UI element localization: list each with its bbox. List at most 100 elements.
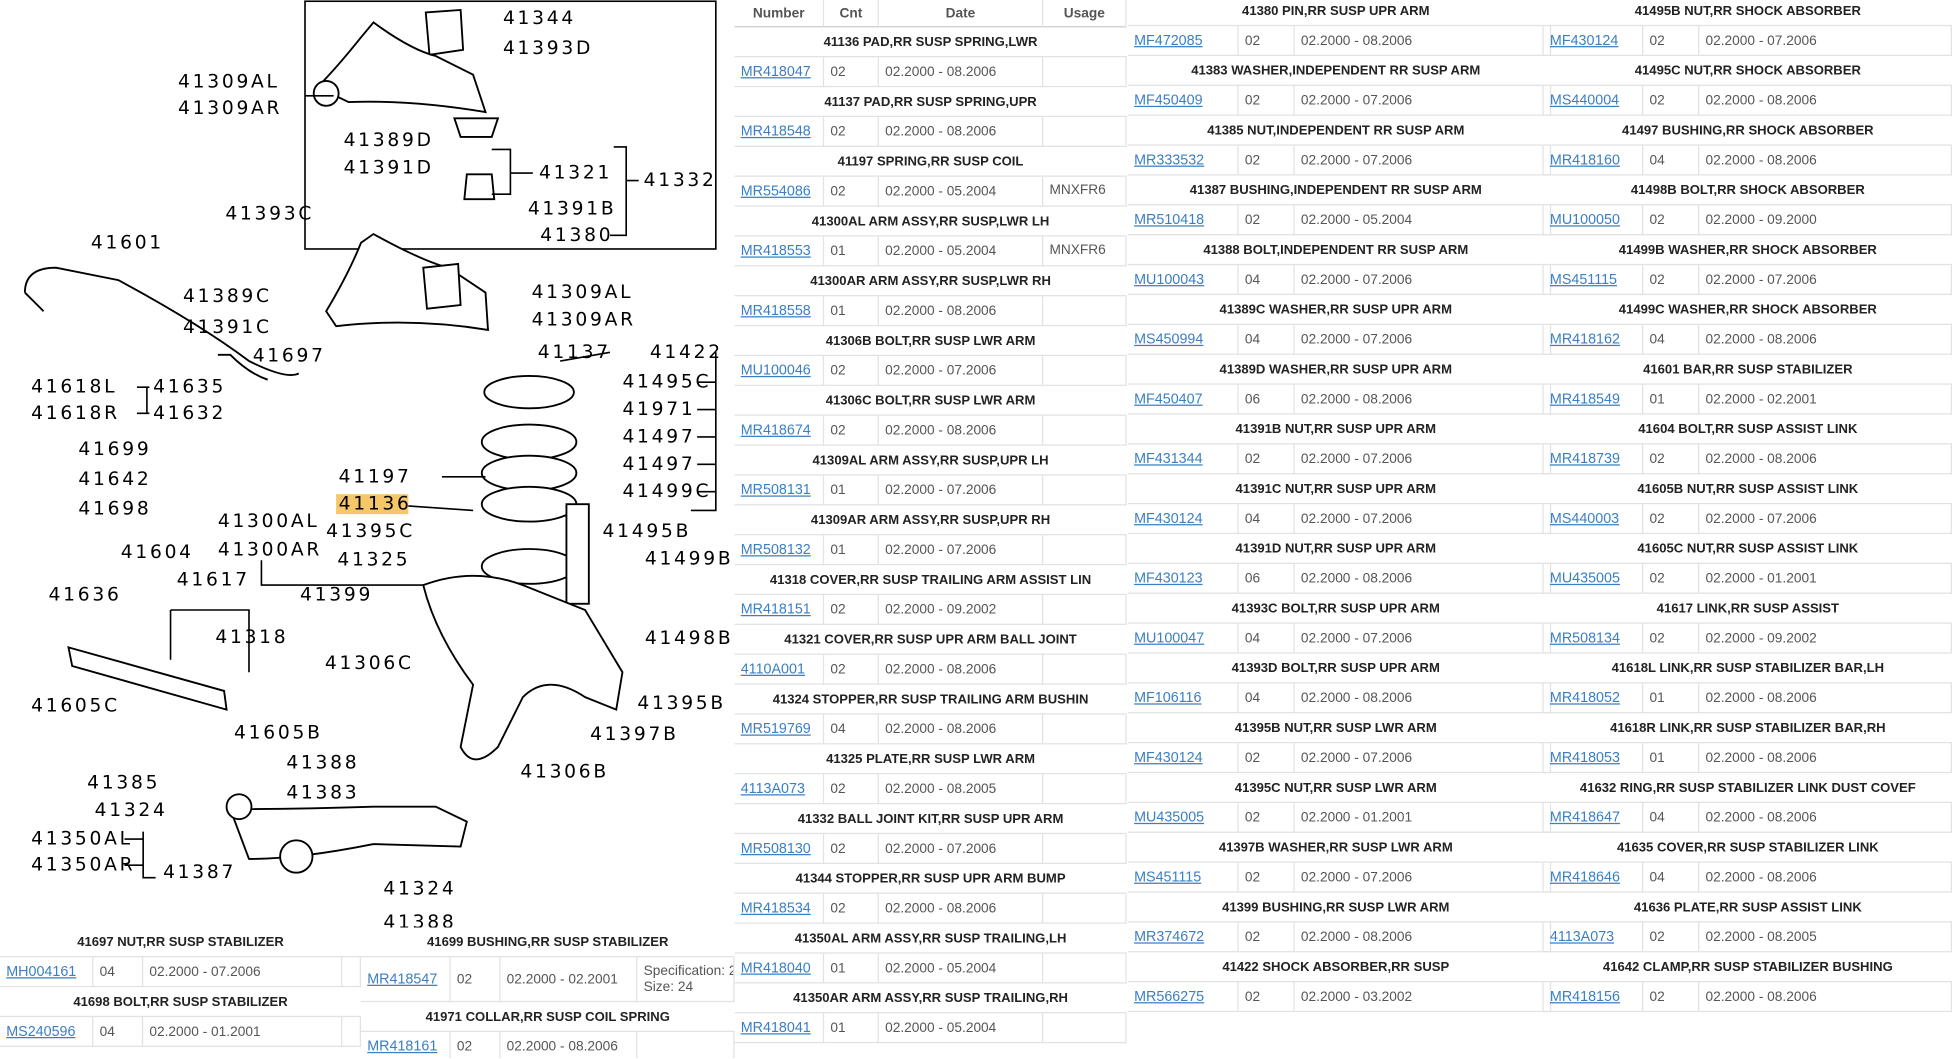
count-cell: 01 (824, 1013, 879, 1044)
part-number-link[interactable]: MS451115 (1134, 869, 1202, 885)
count-cell: 02 (1643, 922, 1700, 953)
date-cell: 02.2000 - 07.2006 (878, 356, 1044, 386)
part-number-link[interactable]: MF106116 (1134, 690, 1202, 706)
date-cell: 02.2000 - 08.2006 (1699, 683, 1952, 714)
part-title: 41604 BOLT,RR SUSP ASSIST LINK (1543, 415, 1952, 445)
date-cell: 02.2000 - 01.2001 (143, 1017, 343, 1047)
part-title: 41601 BAR,RR SUSP STABILIZER (1543, 355, 1952, 385)
part-number-link[interactable]: MR418053 (1549, 750, 1620, 765)
count-cell: 02 (1238, 85, 1295, 116)
part-number-link[interactable]: MR418161 (367, 1038, 438, 1054)
part-number-link[interactable]: MR418558 (740, 303, 811, 319)
part-number-link[interactable]: MR418162 (1549, 331, 1620, 347)
usage-cell (1043, 356, 1127, 386)
usage-text: MNXFR6 (1049, 183, 1106, 198)
part-number-link[interactable]: MR510418 (1134, 212, 1205, 228)
part-number-link[interactable]: 4113A073 (1549, 929, 1615, 945)
part-number-link[interactable]: MF430123 (1134, 570, 1203, 586)
part-number-link[interactable]: MF450407 (1134, 391, 1203, 407)
callout-label: 41306C (325, 653, 414, 674)
part-title: 41389C WASHER,RR SUSP UPR ARM (1127, 295, 1544, 325)
callout-label: 41618L (31, 377, 117, 398)
number-cell: MS451115 (1127, 862, 1239, 893)
count-cell: 02 (1238, 982, 1295, 1013)
part-number-link[interactable]: MR554086 (740, 183, 811, 199)
usage-cell: MNXFR6 (1043, 176, 1127, 207)
callout-label: 41636 (49, 585, 122, 606)
part-number-link[interactable]: MR418534 (740, 900, 811, 916)
part-number-link[interactable]: MF430124 (1549, 32, 1619, 48)
count-cell: 02 (1238, 205, 1295, 236)
part-number-link[interactable]: 4110A001 (740, 661, 805, 677)
callout-label: 41391D (344, 158, 434, 179)
part-number-link[interactable]: MS440004 (1549, 92, 1620, 108)
number-cell: MR418052 (1543, 683, 1644, 714)
part-number-link[interactable]: MR418151 (740, 601, 811, 617)
part-number-link[interactable]: MR566275 (1134, 989, 1205, 1005)
part-number-link[interactable]: MR418739 (1549, 451, 1620, 467)
part-number-link[interactable]: MS440003 (1549, 511, 1620, 526)
part-number-link[interactable]: MR418041 (740, 1020, 811, 1036)
part-number-link[interactable]: 4113A073 (740, 781, 805, 797)
part-number-link[interactable]: MR418160 (1549, 152, 1620, 168)
part-title: 41391D NUT,RR SUSP UPR ARM (1127, 534, 1544, 564)
part-number-link[interactable]: MR418646 (1549, 869, 1620, 885)
part-number-link[interactable]: MF472085 (1134, 32, 1203, 48)
part-number-link[interactable]: MR418647 (1549, 809, 1620, 825)
part-number-link[interactable]: MU435005 (1134, 809, 1205, 825)
callout-label: 41318 (215, 627, 288, 648)
part-number-link[interactable]: MH004161 (6, 964, 77, 980)
part-number-link[interactable]: MU435005 (1549, 570, 1620, 586)
usage-text: Specification: 24 (643, 962, 735, 978)
part-title: 41136 PAD,RR SUSP SPRING,LWR (734, 27, 1127, 58)
usage-cell (1043, 595, 1127, 625)
part-number-link[interactable]: MF431344 (1134, 451, 1203, 467)
part-number-link[interactable]: MR418156 (1549, 989, 1620, 1005)
part-number-link[interactable]: MR418547 (367, 971, 438, 987)
number-cell: MS450994 (1127, 324, 1239, 355)
part-number-link[interactable]: MR508132 (740, 542, 811, 558)
part-number-link[interactable]: MU100043 (1134, 272, 1205, 287)
part-title: 41499B WASHER,RR SHOCK ABSORBER (1543, 235, 1952, 266)
part-number-link[interactable]: MR418549 (1549, 391, 1620, 407)
date-cell: 02.2000 - 05.2004 (878, 236, 1044, 267)
part-number-link[interactable]: MR418040 (740, 960, 811, 976)
count-cell: 02 (824, 117, 879, 147)
part-number-link[interactable]: MR418674 (740, 422, 811, 438)
date-cell: 02.2000 - 07.2006 (1294, 444, 1544, 475)
part-number-link[interactable]: MU100050 (1549, 212, 1620, 228)
count-cell: 02 (824, 415, 879, 446)
usage-cell (1043, 1013, 1127, 1044)
part-number-link[interactable]: MU100046 (740, 362, 811, 378)
part-number-link[interactable]: MF450409 (1134, 92, 1203, 108)
callout-label: 41321 (539, 163, 612, 184)
part-number-link[interactable]: MR333532 (1134, 152, 1205, 168)
part-title: 41605C NUT,RR SUSP ASSIST LINK (1543, 534, 1952, 564)
callout-label: 41324 (95, 800, 168, 821)
part-number-link[interactable]: MR418052 (1549, 690, 1620, 706)
part-number-link[interactable]: MR374672 (1134, 929, 1205, 945)
count-cell: 01 (824, 535, 879, 566)
usage-cell: MNXFR6 (1043, 236, 1127, 267)
count-cell: 02 (824, 893, 879, 924)
number-cell: MU435005 (1127, 802, 1239, 833)
part-number-link[interactable]: MR418553 (740, 243, 811, 259)
part-number-link[interactable]: MU100047 (1134, 630, 1205, 646)
part-number-link[interactable]: MS240596 (6, 1023, 76, 1039)
callout-label: 41391B (528, 199, 617, 220)
part-number-link[interactable]: MR508130 (740, 840, 811, 856)
part-number-link[interactable]: MF430124 (1134, 511, 1203, 526)
number-cell: MU435005 (1543, 563, 1644, 594)
part-number-link[interactable]: MR418548 (740, 123, 811, 139)
callout-label: 41498B (645, 628, 734, 649)
part-number-link[interactable]: MR508134 (1549, 630, 1620, 646)
part-title: 41495B NUT,RR SHOCK ABSORBER (1543, 0, 1952, 27)
part-number-link[interactable]: MS450994 (1134, 331, 1204, 347)
part-number-link[interactable]: MS451115 (1549, 272, 1618, 287)
date-cell: 02.2000 - 03.2002 (1294, 982, 1544, 1013)
part-number-link[interactable]: MF430124 (1134, 750, 1203, 765)
part-title: 41498B BOLT,RR SHOCK ABSORBER (1543, 176, 1952, 206)
part-number-link[interactable]: MR418047 (740, 64, 811, 80)
part-number-link[interactable]: MR519769 (740, 721, 811, 737)
part-number-link[interactable]: MR508131 (740, 482, 811, 498)
